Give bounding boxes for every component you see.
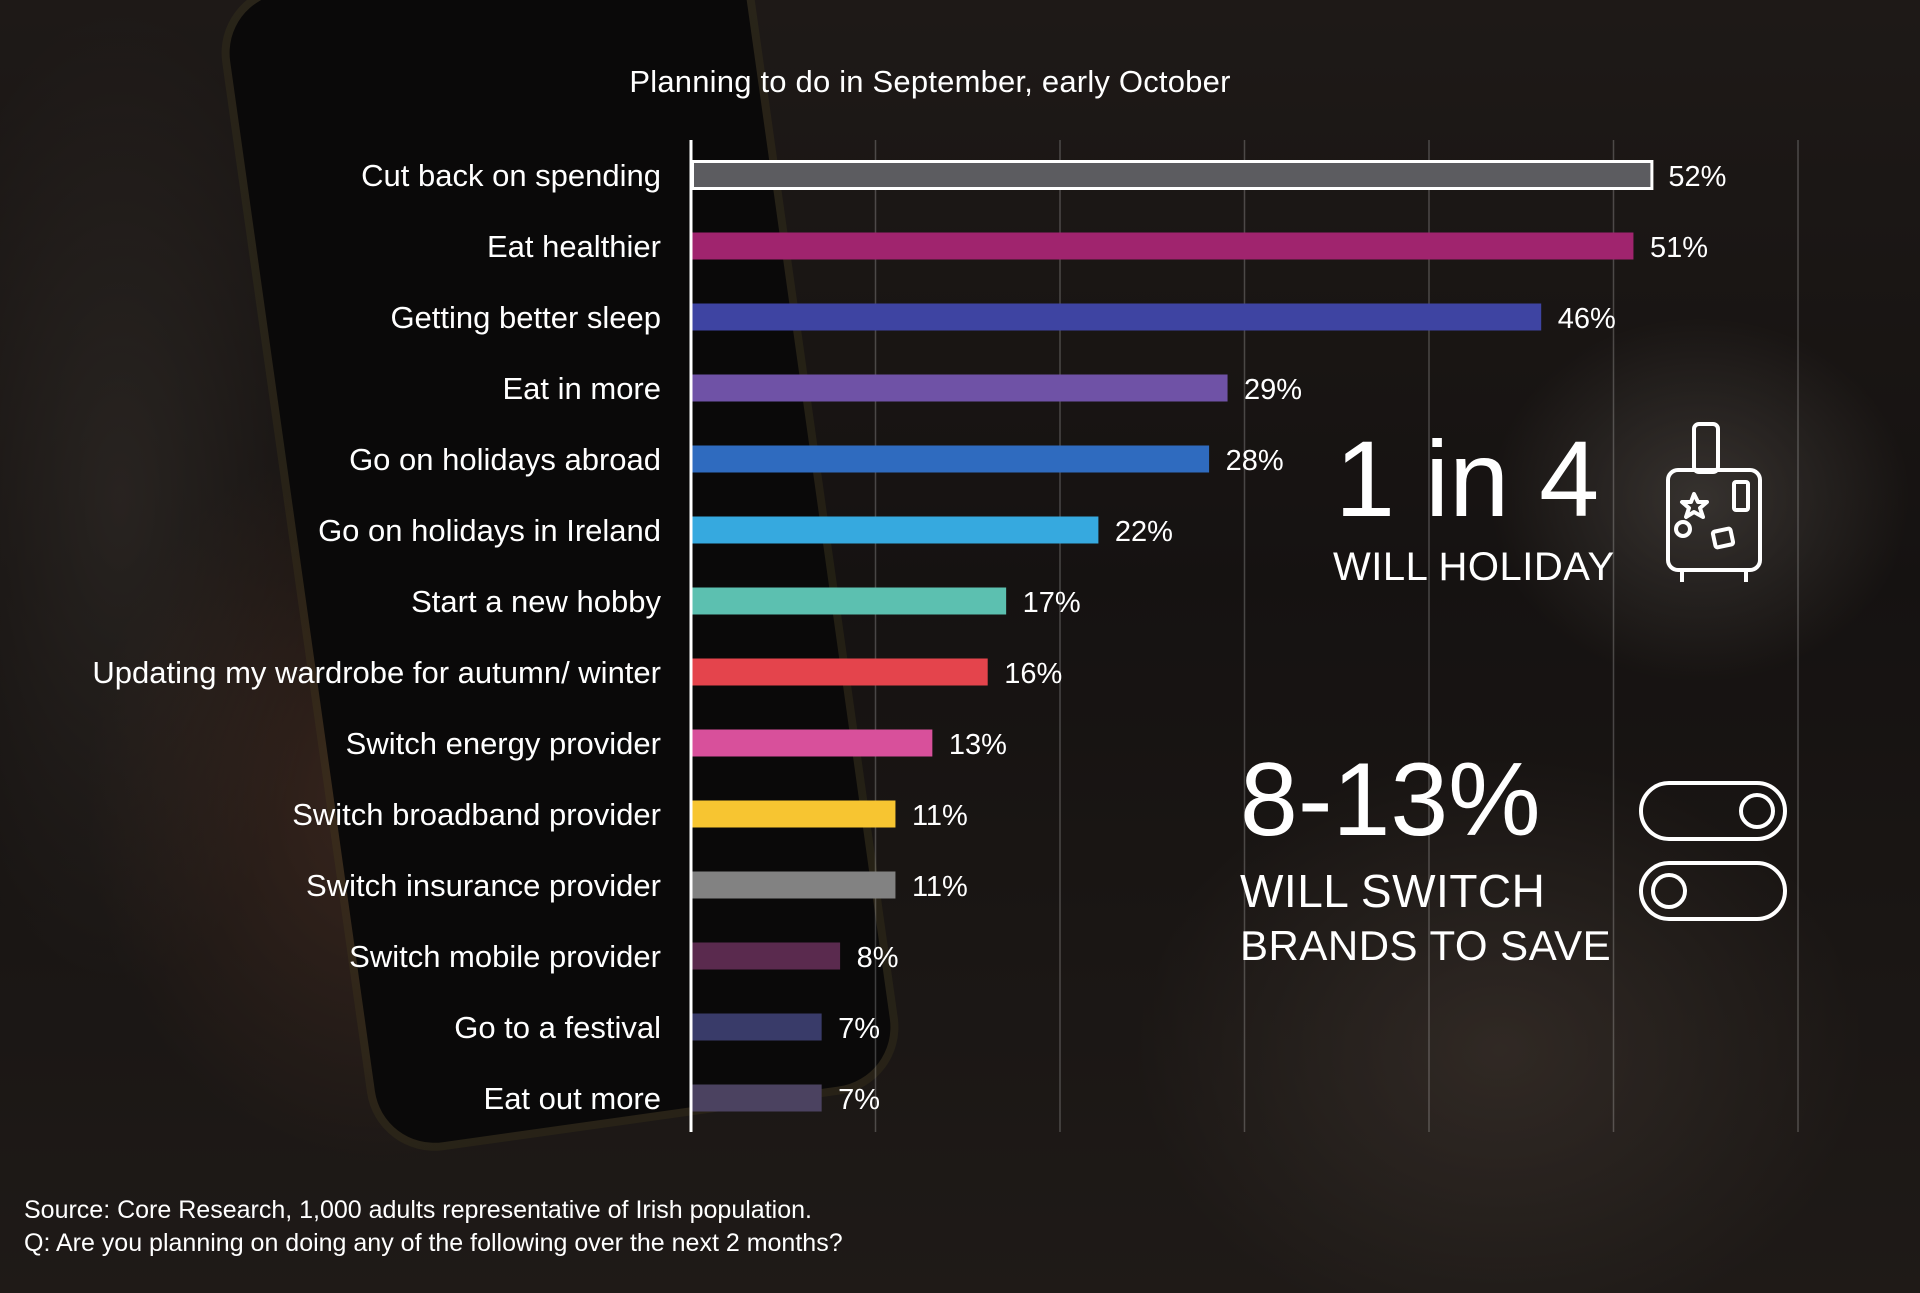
category-label: Go on holidays abroad xyxy=(349,442,661,477)
category-label: Cut back on spending xyxy=(361,158,661,193)
value-label: 7% xyxy=(838,1013,880,1045)
bar xyxy=(692,729,933,757)
grid-lines xyxy=(689,140,1799,1132)
category-label: Go on holidays in Ireland xyxy=(318,513,661,548)
switch-stat-label-line1: WILL SWITCH xyxy=(1240,865,1546,917)
holiday-stat-value: 1 in 4 xyxy=(1335,418,1600,539)
bar xyxy=(692,871,896,899)
value-label: 46% xyxy=(1558,303,1616,335)
suitcase-icon xyxy=(1666,422,1762,582)
category-labels: Cut back on spending Eat healthier Getting… xyxy=(92,158,661,1116)
question-note: Q: Are you planning on doing any of the … xyxy=(24,1229,843,1257)
source-note: Source: Core Research, 1,000 adults repr… xyxy=(24,1196,812,1224)
toggle-switch-icon xyxy=(1639,781,1787,921)
bar xyxy=(692,303,1542,331)
bar xyxy=(692,374,1228,402)
bar xyxy=(692,587,1007,615)
value-label: 16% xyxy=(1004,658,1062,690)
chart-title: Planning to do in September, early Octob… xyxy=(629,64,1231,99)
value-label: 13% xyxy=(949,729,1007,761)
category-label: Eat healthier xyxy=(487,229,661,264)
category-label: Start a new hobby xyxy=(411,584,661,619)
value-label: 11% xyxy=(912,800,968,832)
value-label: 11% xyxy=(912,871,968,903)
category-label: Switch insurance provider xyxy=(306,868,661,903)
bar xyxy=(692,1084,822,1112)
value-label: 8% xyxy=(857,942,899,974)
category-label: Updating my wardrobe for autumn/ winter xyxy=(92,655,661,690)
category-label: Getting better sleep xyxy=(390,300,661,335)
switch-stat-label-line2: BRANDS TO SAVE xyxy=(1240,922,1612,969)
bar xyxy=(692,1013,822,1041)
bar xyxy=(691,160,1654,190)
category-label: Switch broadband provider xyxy=(292,797,661,832)
value-label: 51% xyxy=(1650,232,1708,264)
value-label: 17% xyxy=(1023,587,1081,619)
value-label: 29% xyxy=(1244,374,1302,406)
category-label: Switch mobile provider xyxy=(349,939,661,974)
bar xyxy=(692,232,1634,260)
category-label: Switch energy provider xyxy=(346,726,661,761)
bar xyxy=(692,516,1099,544)
category-label: Go to a festival xyxy=(454,1010,661,1045)
value-label: 52% xyxy=(1668,161,1726,193)
value-labels: 52% 51% 46% 29% 28% 22% 17% 16% 13% 11% 11% 8% 7% 7% xyxy=(838,161,1726,1116)
bar xyxy=(692,942,841,970)
bar xyxy=(692,800,896,828)
bar xyxy=(692,445,1210,473)
bars xyxy=(691,160,1654,1112)
holiday-stat-label: WILL HOLIDAY xyxy=(1333,545,1615,589)
category-label: Eat out more xyxy=(484,1081,661,1116)
value-label: 7% xyxy=(838,1084,880,1116)
switch-stat-value: 8-13% xyxy=(1240,742,1541,858)
bar xyxy=(692,658,988,686)
value-label: 22% xyxy=(1115,516,1173,548)
value-label: 28% xyxy=(1226,445,1284,477)
category-label: Eat in more xyxy=(502,371,661,406)
